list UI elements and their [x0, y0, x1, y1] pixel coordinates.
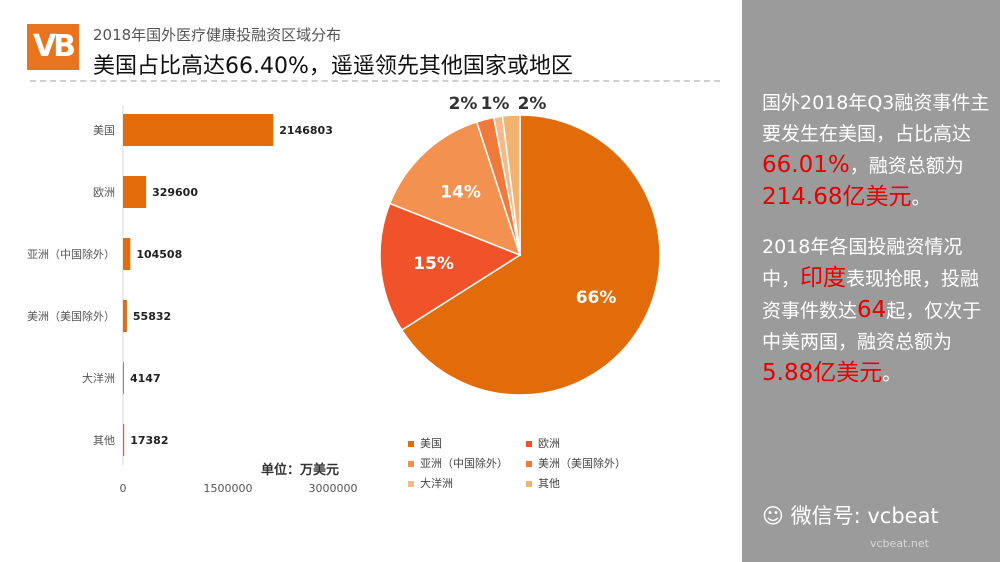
wechat-icon: ☺ [762, 504, 784, 528]
legend-swatch [408, 461, 414, 467]
summary-paragraph-1: 国外2018年Q3融资事件主要发生在美国，占比高达66.01%，融资总额为214… [762, 92, 990, 210]
bar-value-label: 4147 [130, 372, 161, 385]
legend-swatch [526, 461, 532, 467]
chart-subtitle: 2018年国外医疗健康投融资区域分布 [93, 26, 342, 44]
pie-slice [379, 202, 522, 332]
pie-slice-label: 14% [440, 183, 481, 203]
pie-slice-label: 2% [518, 94, 547, 114]
legend-label: 美国 [420, 437, 442, 450]
highlight-india-count: 64 [857, 297, 887, 323]
legend-label: 美洲（美国除外） [538, 456, 626, 470]
bar-category-label: 欧洲 [93, 186, 115, 199]
legend-label: 亚洲（中国除外） [420, 456, 508, 470]
pie-slice-label: 1% [481, 94, 510, 114]
bar-value-label: 55832 [133, 310, 171, 323]
bar-x-tick-label: 1500000 [204, 482, 253, 495]
vcbeat-logo: VB [27, 24, 79, 70]
chart-title: 美国占比高达66.40%，遥遥领先其他国家或地区 [93, 54, 573, 79]
bar-value-label: 329600 [152, 186, 198, 199]
bar-x-tick-label: 0 [120, 482, 127, 495]
bar-category-label: 其他 [93, 434, 115, 447]
legend-label: 欧洲 [538, 437, 560, 450]
bar [123, 176, 147, 208]
highlight-india: 印度 [800, 265, 847, 291]
bar [123, 300, 127, 332]
highlight-us-share: 66.01% [762, 152, 850, 178]
pie-slice-label: 66% [576, 288, 617, 308]
bar-value-label: 104508 [136, 248, 182, 261]
legend-swatch [526, 481, 532, 487]
summary-text: 国外2018年Q3融资事件主要发生在美国，占比高达66.01%，融资总额为214… [762, 88, 994, 408]
bar-category-label: 美洲（美国除外） [27, 309, 115, 323]
summary-panel [742, 0, 1000, 562]
bar-chart: 美国 2146803 欧洲 329600 亚洲（中国除外） 104508 美洲（美国除外） 5… [27, 105, 358, 495]
wechat-id: ☺ 微信号: vcbeat [762, 504, 939, 528]
pie-slice [501, 114, 521, 256]
bar-x-tick-label: 3000000 [309, 482, 358, 495]
bar-category-label: 美国 [93, 124, 115, 137]
bar-value-label: 2146803 [279, 124, 333, 137]
legend-label: 大洋洲 [420, 476, 453, 490]
legend-swatch [526, 441, 532, 447]
pie-slice [400, 114, 661, 396]
pie-slice-label: 2% [449, 94, 478, 114]
legend-swatch [408, 481, 414, 487]
bar [123, 362, 124, 394]
bar-value-label: 17382 [130, 434, 168, 447]
bar-category-label: 亚洲（中国除外） [27, 247, 115, 261]
watermark: vcbeat.net [870, 537, 929, 550]
summary-paragraph-2: 2018年各国投融资情况中，印度表现抢眼，投融资事件数达64起，仅次于中美两国，… [762, 236, 982, 386]
legend-swatch [408, 441, 414, 447]
bar [123, 424, 125, 456]
bar [123, 238, 131, 270]
bar-unit-label: 单位：万美元 [261, 462, 339, 478]
header-divider [30, 80, 720, 82]
highlight-india-total: 5.88亿美元 [762, 360, 883, 386]
bar [123, 114, 274, 146]
legend-label: 其他 [538, 477, 560, 490]
pie-slice-label: 15% [413, 254, 454, 274]
highlight-us-total: 214.68亿美元 [762, 184, 912, 210]
bar-category-label: 大洋洲 [82, 371, 115, 385]
